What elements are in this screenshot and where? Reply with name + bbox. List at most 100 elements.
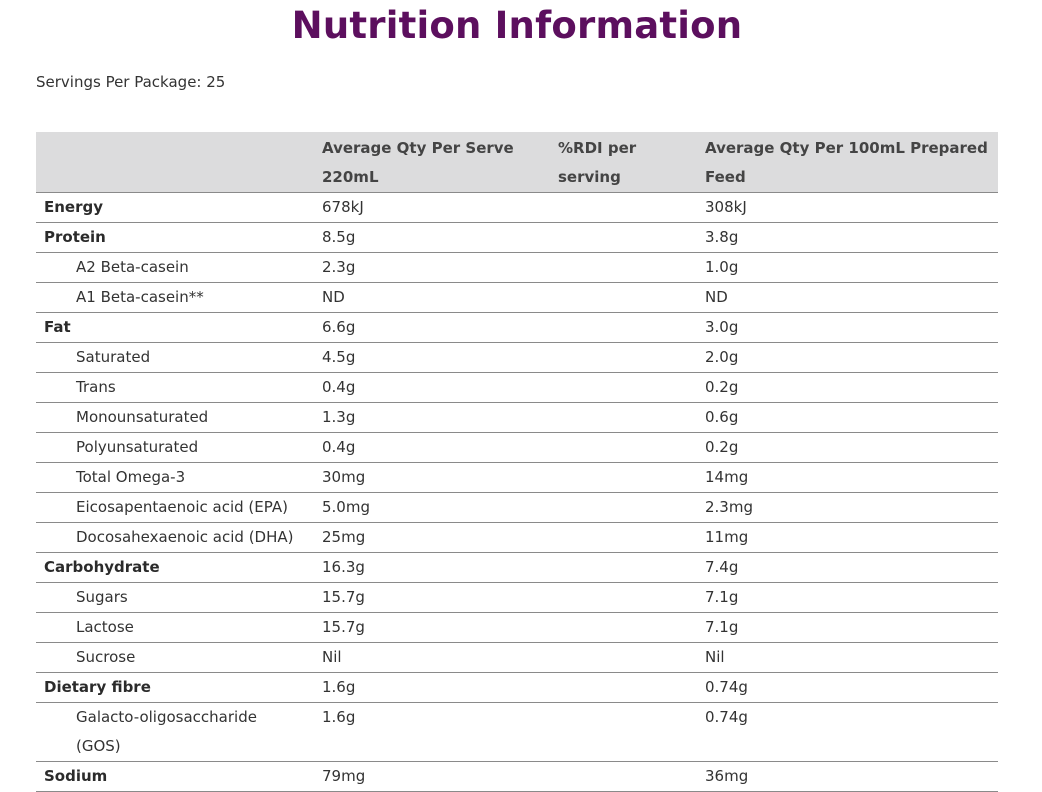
per-serve-value: 30mg	[314, 462, 550, 493]
per-serve-value: 15.7g	[314, 612, 550, 643]
per-100ml-value: 36mg	[697, 761, 998, 792]
per-100ml-value: Nil	[697, 642, 998, 673]
nutrient-label: Carbohydrate	[36, 552, 314, 583]
rdi-value	[550, 612, 697, 643]
per-100ml-value: 0.2g	[697, 372, 998, 403]
table-row: Trans 0.4g 0.2g	[36, 372, 998, 403]
rdi-value	[550, 642, 697, 673]
servings-per-package: Servings Per Package: 25	[36, 73, 226, 91]
table-row: Saturated 4.5g 2.0g	[36, 342, 998, 373]
nutrient-label: Sugars	[36, 582, 314, 613]
nutrient-label: A1 Beta-casein**	[36, 282, 314, 313]
rdi-value	[550, 432, 697, 463]
rdi-value	[550, 282, 697, 313]
per-100ml-value: 0.2g	[697, 432, 998, 463]
per-serve-value: 1.6g	[314, 672, 550, 703]
rdi-value	[550, 312, 697, 343]
rdi-value	[550, 342, 697, 373]
per-100ml-value: 3.0g	[697, 312, 998, 343]
rdi-value	[550, 672, 697, 703]
table-row: Protein 8.5g 3.8g	[36, 222, 998, 253]
rdi-value	[550, 761, 697, 792]
nutrient-label: Docosahexaenoic acid (DHA)	[36, 522, 314, 553]
per-serve-value: Nil	[314, 642, 550, 673]
nutrient-label: Sucrose	[36, 642, 314, 673]
per-100ml-value: 2.0g	[697, 342, 998, 373]
header-nutrient	[36, 132, 314, 193]
nutrient-label: Galacto-oligosaccharide (GOS)	[36, 702, 314, 762]
per-100ml-value: 1.0g	[697, 252, 998, 283]
per-serve-value: 4.5g	[314, 342, 550, 373]
table-body: Energy 678kJ 308kJ Protein 8.5g 3.8g A2 Beta-c…	[36, 192, 998, 792]
nutrient-label: Protein	[36, 222, 314, 253]
per-serve-value: 0.4g	[314, 432, 550, 463]
header-rdi: %RDI per serving	[550, 132, 697, 193]
nutrient-label: Lactose	[36, 612, 314, 643]
table-row: A2 Beta-casein 2.3g 1.0g	[36, 252, 998, 283]
table-row: Sugars 15.7g 7.1g	[36, 582, 998, 613]
per-serve-value: 25mg	[314, 522, 550, 553]
table-row: Energy 678kJ 308kJ	[36, 192, 998, 223]
header-per-serve: Average Qty Per Serve 220mL	[314, 132, 550, 193]
table-row: Dietary fibre 1.6g 0.74g	[36, 672, 998, 703]
per-serve-value: 2.3g	[314, 252, 550, 283]
table-row: Fat 6.6g 3.0g	[36, 312, 998, 343]
nutrient-label: Saturated	[36, 342, 314, 373]
page-title: Nutrition Information	[291, 4, 743, 47]
rdi-value	[550, 462, 697, 493]
per-100ml-value: 0.74g	[697, 672, 998, 703]
nutrient-label: Monounsaturated	[36, 402, 314, 433]
per-100ml-value: 7.1g	[697, 612, 998, 643]
per-serve-value: 15.7g	[314, 582, 550, 613]
table-row: Lactose 15.7g 7.1g	[36, 612, 998, 643]
per-serve-value: 1.3g	[314, 402, 550, 433]
table-row: Sucrose Nil Nil	[36, 642, 998, 673]
nutrient-label: Sodium	[36, 761, 314, 792]
per-100ml-value: 308kJ	[697, 192, 998, 223]
rdi-value	[550, 252, 697, 283]
rdi-value	[550, 522, 697, 553]
per-100ml-value: 7.1g	[697, 582, 998, 613]
per-100ml-value: 0.74g	[697, 702, 998, 762]
rdi-value	[550, 192, 697, 223]
per-serve-value: 5.0mg	[314, 492, 550, 523]
table-row: Docosahexaenoic acid (DHA) 25mg 11mg	[36, 522, 998, 553]
table-row: Sodium 79mg 36mg	[36, 761, 998, 792]
table-row: Galacto-oligosaccharide (GOS) 1.6g 0.74g	[36, 702, 998, 762]
rdi-value	[550, 372, 697, 403]
per-100ml-value: 11mg	[697, 522, 998, 553]
per-serve-value: ND	[314, 282, 550, 313]
table-row: Monounsaturated 1.3g 0.6g	[36, 402, 998, 433]
rdi-value	[550, 702, 697, 762]
per-serve-value: 6.6g	[314, 312, 550, 343]
per-serve-value: 1.6g	[314, 702, 550, 762]
table-row: Carbohydrate 16.3g 7.4g	[36, 552, 998, 583]
table-row: Polyunsaturated 0.4g 0.2g	[36, 432, 998, 463]
per-100ml-value: 0.6g	[697, 402, 998, 433]
per-100ml-value: 7.4g	[697, 552, 998, 583]
nutrient-label: Fat	[36, 312, 314, 343]
per-100ml-value: 2.3mg	[697, 492, 998, 523]
per-100ml-value: 14mg	[697, 462, 998, 493]
rdi-value	[550, 582, 697, 613]
nutrient-label: Polyunsaturated	[36, 432, 314, 463]
header-per-100ml: Average Qty Per 100mL Prepared Feed	[697, 132, 998, 193]
per-serve-value: 16.3g	[314, 552, 550, 583]
nutrient-label: Total Omega-3	[36, 462, 314, 493]
nutrient-label: Trans	[36, 372, 314, 403]
rdi-value	[550, 222, 697, 253]
per-serve-value: 8.5g	[314, 222, 550, 253]
rdi-value	[550, 492, 697, 523]
rdi-value	[550, 552, 697, 583]
nutrient-label: Eicosapentaenoic acid (EPA)	[36, 492, 314, 523]
per-serve-value: 678kJ	[314, 192, 550, 223]
rdi-value	[550, 402, 697, 433]
nutrition-table: Average Qty Per Serve 220mL %RDI per ser…	[36, 132, 998, 792]
nutrient-label: Energy	[36, 192, 314, 223]
per-100ml-value: 3.8g	[697, 222, 998, 253]
per-serve-value: 79mg	[314, 761, 550, 792]
table-row: Eicosapentaenoic acid (EPA) 5.0mg 2.3mg	[36, 492, 998, 523]
per-100ml-value: ND	[697, 282, 998, 313]
nutrient-label: Dietary fibre	[36, 672, 314, 703]
table-row: Total Omega-3 30mg 14mg	[36, 462, 998, 493]
